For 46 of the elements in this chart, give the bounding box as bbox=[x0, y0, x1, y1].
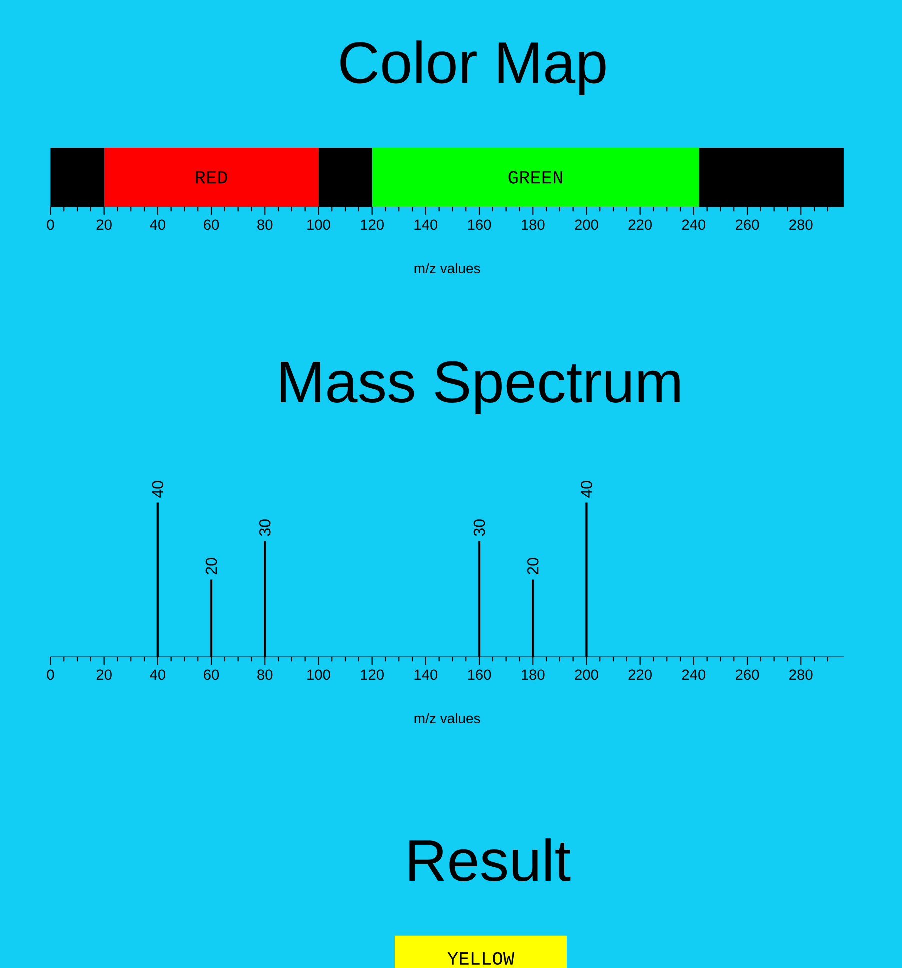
x-tick-label: 100 bbox=[308, 670, 330, 680]
x-tick-label: 180 bbox=[522, 670, 545, 680]
series-label: RED bbox=[196, 171, 228, 184]
x-tick-label: 80 bbox=[258, 220, 273, 230]
x-axis-title: m/z values bbox=[414, 263, 480, 274]
x-tick-label: 20 bbox=[96, 670, 112, 680]
bar bbox=[104, 148, 319, 207]
chart-title: Mass Spectrum bbox=[281, 361, 680, 415]
x-tick-label: 40 bbox=[150, 220, 166, 230]
text: Result bbox=[410, 838, 571, 882]
data-label: 30 bbox=[259, 520, 271, 536]
x-tick-label: 200 bbox=[575, 670, 598, 680]
x-tick-label: 140 bbox=[414, 670, 438, 680]
x-tick-label: 160 bbox=[468, 220, 492, 230]
data-label: 20 bbox=[206, 558, 218, 574]
x-tick-label: 180 bbox=[522, 220, 545, 230]
x-tick-label: 240 bbox=[682, 670, 706, 680]
x-tick-label: 220 bbox=[628, 220, 652, 230]
x-tick-label: 20 bbox=[96, 220, 112, 230]
x-tick-label: 80 bbox=[258, 670, 273, 680]
data-label: 40 bbox=[152, 481, 164, 498]
x-tick-label: 60 bbox=[204, 670, 220, 680]
x-tick-label: 100 bbox=[308, 220, 330, 230]
x-tick-label: 260 bbox=[736, 670, 760, 680]
x-tick-label: 0 bbox=[47, 670, 54, 680]
data-label: 30 bbox=[474, 520, 486, 536]
x-tick-label: 60 bbox=[204, 220, 220, 230]
x-tick-label: 120 bbox=[361, 220, 384, 230]
x-tick-label: 280 bbox=[790, 670, 813, 680]
x-tick-label: 200 bbox=[575, 220, 598, 230]
x-tick-label: 160 bbox=[468, 670, 492, 680]
text: YELLOW bbox=[448, 952, 515, 966]
x-axis-title: m/z values bbox=[414, 713, 480, 724]
bar bbox=[372, 148, 700, 207]
x-tick-label: 120 bbox=[361, 670, 384, 680]
x-tick-label: 40 bbox=[150, 670, 166, 680]
chart-title: Color Map bbox=[340, 40, 606, 96]
data-label: 20 bbox=[527, 558, 539, 574]
x-tick-label: 280 bbox=[790, 220, 813, 230]
x-tick-label: 240 bbox=[682, 220, 706, 230]
x-tick-label: 220 bbox=[628, 670, 652, 680]
x-tick-label: 0 bbox=[47, 220, 54, 230]
x-tick-label: 260 bbox=[736, 220, 760, 230]
series-label: GREEN bbox=[508, 171, 562, 184]
x-tick-label: 140 bbox=[414, 220, 438, 230]
data-label: 40 bbox=[581, 481, 592, 498]
